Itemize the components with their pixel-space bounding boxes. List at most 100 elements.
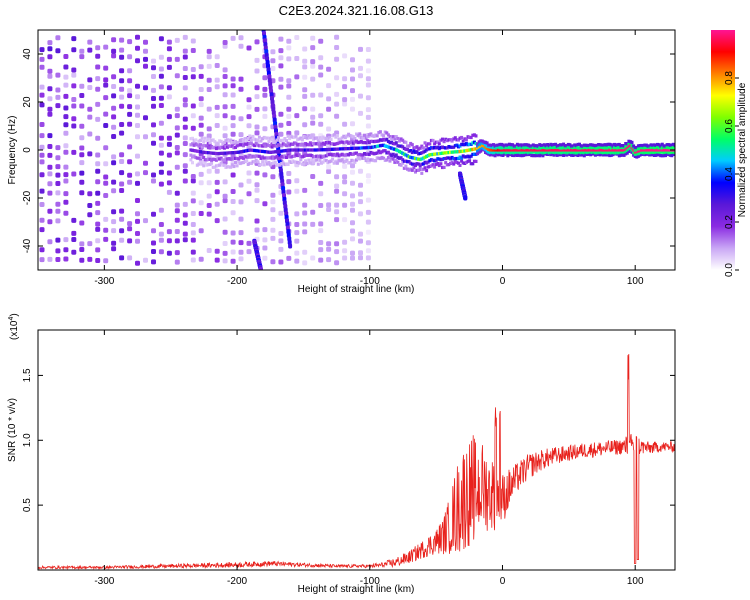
spectrogram-noise-cell bbox=[222, 229, 228, 235]
spectrogram-carrier-cell bbox=[285, 162, 288, 166]
spectrogram-carrier-cell bbox=[484, 150, 487, 154]
spectrogram-carrier-cell bbox=[394, 141, 398, 145]
spectrogram-carrier-cell bbox=[421, 150, 425, 154]
spectrogram-carrier-cell bbox=[659, 144, 663, 148]
spectrogram-noise-cell bbox=[39, 159, 45, 165]
spectrogram-carrier-cell bbox=[208, 157, 212, 161]
spectrogram-noise-cell bbox=[326, 106, 332, 112]
spectrogram-noise-cell bbox=[135, 231, 140, 236]
spectrogram-y-tick-label: 20 bbox=[22, 96, 33, 108]
spectrogram-carrier-cell bbox=[662, 154, 666, 158]
spectrogram-carrier-cell bbox=[221, 151, 225, 155]
spectrogram-carrier-cell bbox=[546, 146, 550, 150]
spectrogram-carrier-cell bbox=[246, 162, 250, 166]
spectrogram-carrier-cell bbox=[257, 154, 261, 158]
spectrogram-carrier-cell bbox=[538, 143, 542, 147]
spectrogram-carrier-cell bbox=[595, 151, 599, 155]
spectrogram-carrier-cell bbox=[453, 150, 457, 154]
spectrogram-carrier-cell bbox=[425, 169, 429, 173]
spectrogram-carrier-cell bbox=[498, 146, 502, 150]
spectrogram-carrier-cell bbox=[355, 151, 358, 155]
spectrogram-noise-cell bbox=[47, 68, 53, 74]
spectrogram-carrier-cell bbox=[218, 139, 222, 143]
spectrogram-carrier-cell bbox=[487, 147, 491, 151]
spectrogram-carrier-cell bbox=[441, 137, 444, 141]
spectrogram-carrier-cell bbox=[364, 152, 368, 156]
spectrogram-carrier-cell bbox=[528, 144, 532, 148]
spectrogram-noise-cell bbox=[254, 187, 260, 193]
spectrogram-carrier-cell bbox=[652, 148, 656, 152]
spectrogram-carrier-cell bbox=[359, 139, 363, 143]
spectrogram-noise-cell bbox=[286, 113, 292, 119]
spectrogram-carrier-cell bbox=[523, 143, 527, 147]
spectrogram-carrier-cell bbox=[574, 144, 578, 148]
spectrogram-carrier-cell bbox=[507, 152, 511, 156]
spectrogram-carrier-cell bbox=[347, 132, 351, 136]
spectrogram-carrier-cell bbox=[294, 153, 298, 157]
spectrogram-carrier-cell bbox=[191, 136, 194, 140]
spectrogram-carrier-cell bbox=[511, 143, 515, 147]
spectrogram-carrier-cell bbox=[601, 148, 605, 152]
spectrogram-carrier-cell bbox=[235, 144, 239, 148]
spectrogram-noise-cell bbox=[95, 152, 101, 158]
spectrogram-noise-cell bbox=[39, 102, 45, 108]
spectrogram-noise-cell bbox=[63, 237, 69, 243]
spectrogram-carrier-cell bbox=[517, 153, 521, 157]
spectrogram-noise-cell bbox=[135, 238, 140, 244]
spectrogram-carrier-cell bbox=[351, 146, 355, 150]
spectrogram-carrier-cell bbox=[660, 150, 664, 154]
spectrogram-carrier-cell bbox=[218, 163, 222, 167]
spectrogram-carrier-cell bbox=[593, 151, 597, 155]
spectrogram-noise-cell bbox=[230, 258, 236, 264]
spectrogram-carrier-cell bbox=[390, 136, 394, 140]
spectrogram-noise-cell bbox=[342, 97, 348, 103]
spectrogram-carrier-cell bbox=[533, 150, 537, 154]
spectrogram-noise-cell bbox=[254, 94, 260, 100]
spectrogram-carrier-cell bbox=[495, 152, 499, 156]
spectrogram-noise-cell bbox=[334, 101, 340, 107]
spectrogram-carrier-cell bbox=[246, 155, 250, 159]
spectrogram-noise-cell bbox=[254, 124, 260, 130]
spectrogram-carrier-cell bbox=[608, 148, 612, 152]
spectrogram-noise-cell bbox=[63, 130, 69, 136]
spectrogram-noise-cell bbox=[246, 178, 252, 184]
spectrogram-noise-cell bbox=[166, 46, 172, 52]
spectrogram-noise-cell bbox=[262, 126, 268, 132]
spectrogram-carrier-cell bbox=[302, 154, 306, 158]
spectrogram-carrier-cell bbox=[528, 148, 532, 152]
spectrogram-carrier-cell bbox=[442, 151, 446, 155]
spectrogram-noise-cell bbox=[230, 239, 236, 245]
spectrogram-carrier-cell bbox=[664, 148, 667, 152]
spectrogram-noise-cell bbox=[318, 191, 324, 197]
spectrogram-noise-cell bbox=[214, 218, 220, 224]
snr-x-tick-label: -200 bbox=[227, 576, 247, 587]
spectrogram-noise-cell bbox=[79, 48, 85, 54]
spectrogram-carrier-cell bbox=[471, 147, 475, 151]
spectrogram-carrier-cell bbox=[219, 156, 223, 160]
spectrogram-carrier-cell bbox=[425, 161, 429, 165]
spectrogram-carrier-cell bbox=[291, 135, 295, 139]
spectrogram-carrier-cell bbox=[536, 153, 540, 157]
spectrogram-carrier-cell bbox=[644, 152, 648, 156]
spectrogram-noise-cell bbox=[119, 86, 125, 92]
spectrogram-carrier-cell bbox=[399, 163, 403, 167]
spectrogram-carrier-cell bbox=[421, 162, 425, 166]
spectrogram-noise-cell bbox=[47, 86, 53, 92]
spectrogram-noise-cell bbox=[87, 151, 93, 157]
spectrogram-carrier-cell bbox=[507, 148, 511, 152]
spectrogram-carrier-cell bbox=[307, 148, 311, 152]
spectrogram-noise-cell bbox=[262, 237, 268, 243]
spectrogram-noise-cell bbox=[342, 121, 348, 127]
spectrogram-carrier-cell bbox=[297, 137, 301, 141]
spectrogram-carrier-cell bbox=[205, 151, 209, 155]
spectrogram-carrier-cell bbox=[417, 162, 421, 166]
spectrogram-carrier-cell bbox=[544, 146, 548, 150]
spectrogram-carrier-cell bbox=[597, 146, 601, 150]
spectrogram-noise-cell bbox=[95, 200, 101, 206]
spectrogram-carrier-cell bbox=[221, 163, 225, 167]
spectrogram-carrier-cell bbox=[641, 151, 645, 155]
spectrogram-noise-cell bbox=[278, 210, 284, 216]
spectrogram-carrier-cell bbox=[609, 151, 613, 155]
spectrogram-carrier-cell bbox=[546, 148, 550, 152]
spectrogram-carrier-cell bbox=[490, 145, 494, 149]
